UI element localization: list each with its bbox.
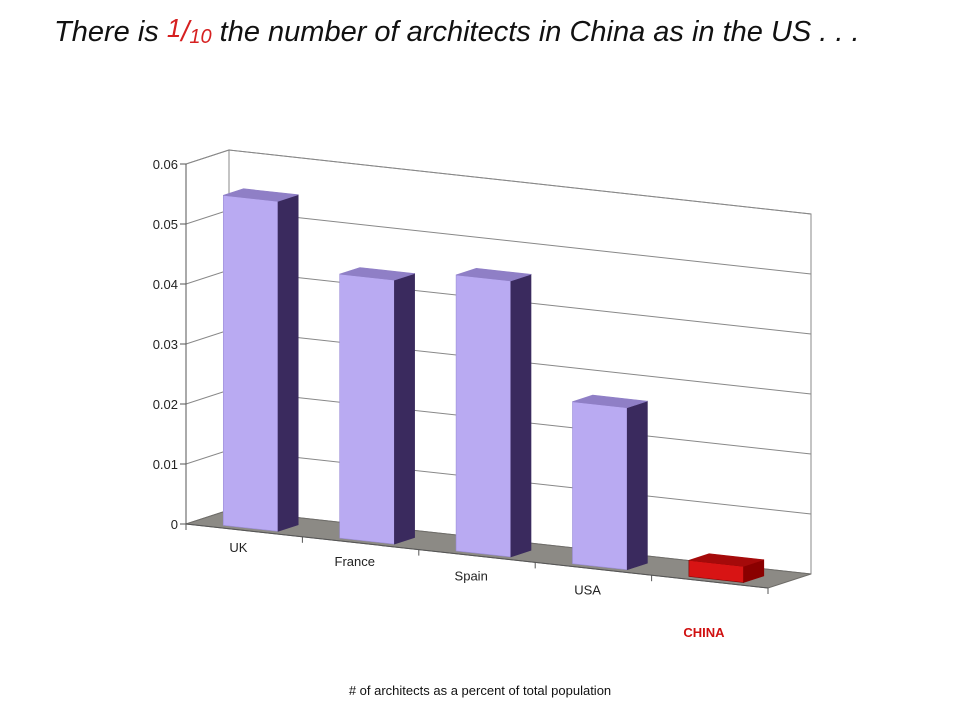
x-tick-label-usa: USA xyxy=(574,583,601,598)
title-fraction-numerator: 1 xyxy=(166,13,182,43)
bar-spain xyxy=(455,268,532,558)
bar-side-usa xyxy=(626,400,648,571)
bar-china xyxy=(688,553,765,583)
bar-top-france xyxy=(339,267,415,281)
title-fraction-slash: / xyxy=(181,16,190,48)
x-axis-line xyxy=(185,523,769,589)
bar-side-spain xyxy=(510,273,532,558)
x-axis: UK France Spain USA CHINA xyxy=(185,523,769,640)
bar-top-uk xyxy=(223,188,299,202)
x-tick-label-uk: UK xyxy=(229,540,247,555)
x-tick-label-france: France xyxy=(335,554,375,569)
bar-front-uk xyxy=(222,194,279,532)
slide-title: There is 1/10 the number of architects i… xyxy=(54,13,934,49)
bar-uk xyxy=(222,188,299,532)
bar-side-uk xyxy=(277,194,299,532)
y-tick-label: 0 xyxy=(171,517,178,532)
title-before: There is xyxy=(54,16,167,48)
y-tick-label: 0.04 xyxy=(153,277,178,292)
bars xyxy=(222,188,765,583)
y-tick-label: 0.05 xyxy=(153,217,178,232)
x-axis-caption: # of architects as a percent of total po… xyxy=(348,683,612,698)
bar-france xyxy=(339,267,415,545)
gridline xyxy=(185,149,812,215)
title-after: the number of architects in China as in … xyxy=(211,16,860,48)
bar-side-france xyxy=(394,273,415,545)
bar-front-spain xyxy=(455,274,512,558)
bar-usa xyxy=(572,394,648,571)
bar-top-spain xyxy=(456,268,532,282)
y-tick-label: 0.01 xyxy=(153,457,178,472)
bar-front-france xyxy=(339,273,395,545)
title-fraction-denominator: 10 xyxy=(189,26,212,48)
y-axis: 0 0.01 0.02 0.03 0.04 0.05 0.06 xyxy=(153,157,187,532)
y-tick-label: 0.03 xyxy=(153,337,178,352)
x-tick-label-spain: Spain xyxy=(455,568,488,583)
bar-top-china xyxy=(688,553,764,567)
bar-front-usa xyxy=(572,401,628,571)
y-tick-label: 0.06 xyxy=(153,157,178,172)
y-tick-label: 0.02 xyxy=(153,397,178,412)
title-fraction: 1/10 xyxy=(166,13,212,48)
bar-top-usa xyxy=(572,394,648,409)
x-tick-label-china: CHINA xyxy=(683,625,725,640)
